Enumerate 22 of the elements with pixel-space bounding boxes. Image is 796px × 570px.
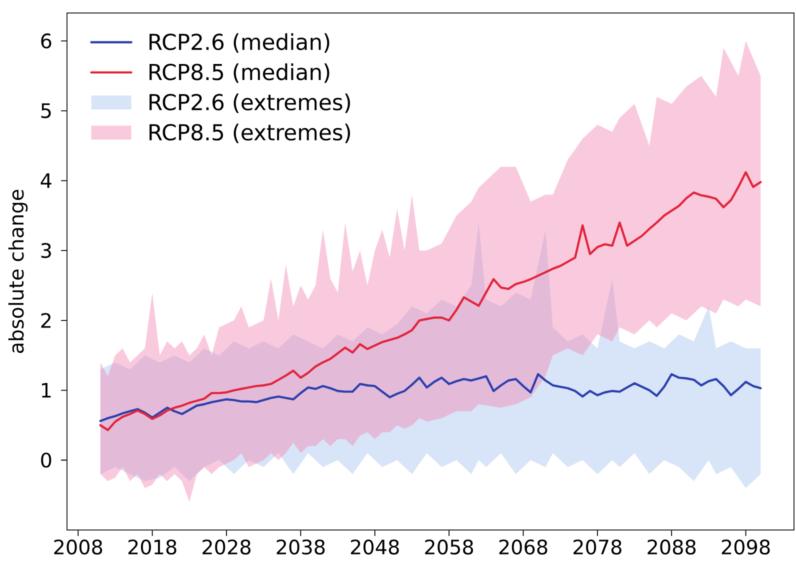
- legend-label: RCP8.5 (extremes): [150, 124, 350, 144]
- x-tick-label: 2008: [54, 540, 102, 555]
- y-tick-label: 0: [41, 452, 52, 468]
- x-tick-label: 2028: [202, 540, 250, 555]
- y-tick-label: 1: [42, 383, 51, 398]
- y-tick-label: 3: [41, 243, 51, 258]
- y-tick-label: 6: [41, 33, 52, 48]
- legend-label: RCP8.5 (median): [150, 63, 330, 83]
- legend-label: RCP2.6 (extremes): [150, 93, 350, 114]
- x-tick-label: 2068: [499, 540, 548, 555]
- y-tick-label: 4: [40, 173, 52, 188]
- x-tick-label: 2098: [722, 540, 770, 555]
- x-tick-label: 2048: [350, 540, 399, 555]
- y-tick-label: 2: [41, 313, 50, 328]
- x-tick-label: 2088: [648, 540, 696, 555]
- x-tick-label: 2018: [128, 540, 176, 555]
- x-tick-label: 2078: [574, 540, 622, 555]
- y-axis-title: absolute change: [8, 190, 28, 353]
- x-tick-label: 2038: [276, 540, 325, 555]
- x-tick-label: 2058: [425, 540, 474, 555]
- legend-label: RCP2.6 (median): [150, 33, 330, 53]
- y-tick-label: 5: [41, 103, 51, 118]
